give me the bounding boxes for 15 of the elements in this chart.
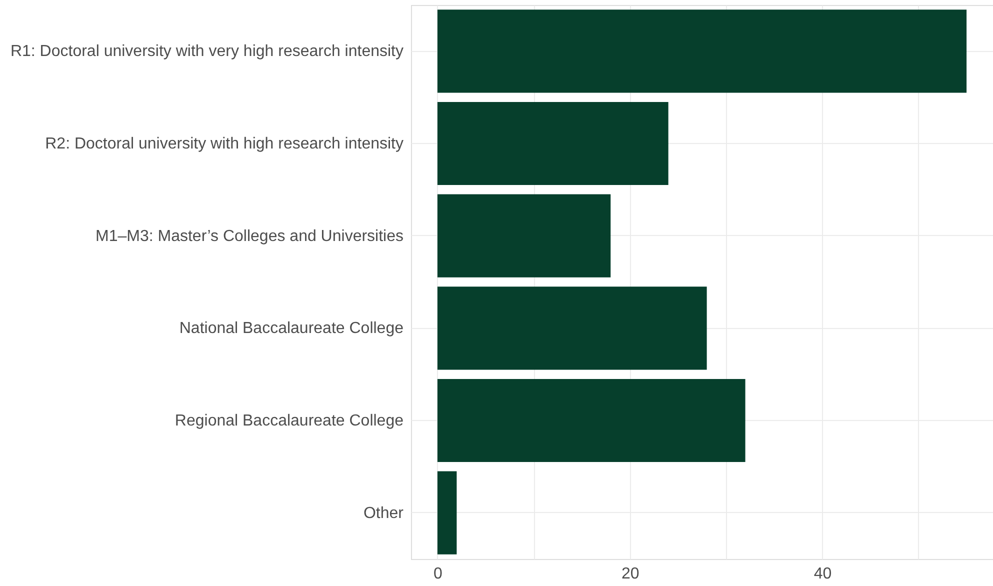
- bar: [437, 194, 611, 278]
- y-tick-label: Other: [363, 504, 404, 522]
- bar: [437, 10, 967, 93]
- x-tick-label: 40: [814, 566, 832, 582]
- bar: [437, 471, 457, 554]
- bar: [437, 378, 746, 462]
- bar: [437, 286, 707, 370]
- y-tick-label: R1: Doctoral university with very high research intensity: [10, 43, 404, 60]
- y-tick-label: M1–M3: Master’s Colleges and Universities: [96, 228, 404, 245]
- y-tick-label: National Baccalaureate College: [179, 320, 404, 338]
- x-tick-label: 20: [621, 566, 640, 582]
- bar: [437, 102, 668, 186]
- x-tick-label: 0: [434, 566, 442, 582]
- y-tick-label: R2: Doctoral university with high research intensity: [45, 136, 404, 152]
- y-tick-label: Regional Baccalaureate College: [174, 412, 404, 430]
